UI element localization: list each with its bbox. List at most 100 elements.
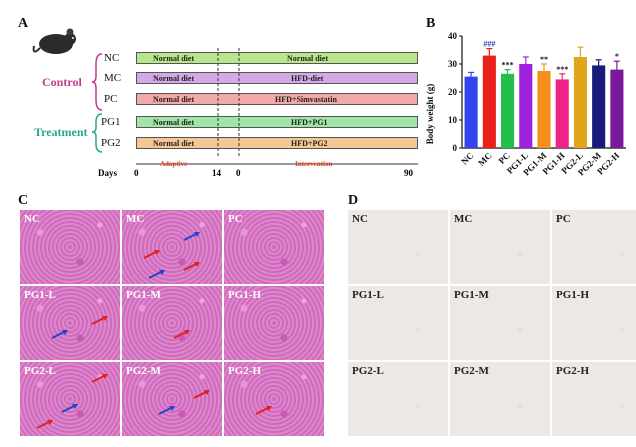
tile-label: PG1-L <box>352 289 384 301</box>
arrow-icon <box>91 316 108 325</box>
oro-tile-mc: MC <box>450 210 550 284</box>
tile-label: MC <box>126 213 145 225</box>
bar-pg1-m <box>537 71 551 148</box>
y-tick-label: 0 <box>453 143 458 153</box>
tick-day-14: 14 <box>212 168 221 178</box>
y-tick-label: 20 <box>448 87 458 97</box>
tile-label: PG1-M <box>454 289 489 301</box>
tile-label: PG1-L <box>24 289 56 301</box>
tile-label: PG2-L <box>24 365 56 377</box>
he-tile-mc: MC <box>122 210 222 284</box>
oro-tile-pg1-l: PG1-L <box>348 286 448 360</box>
bar-intervention-text: HFD+PG2 <box>291 139 328 148</box>
tile-label: PC <box>556 213 571 225</box>
arrow-icon <box>255 406 272 415</box>
arrow-icon <box>36 420 53 429</box>
mouse-icon <box>32 28 76 54</box>
chart-ylabel: Body weight (g) <box>425 84 435 145</box>
group-control-label: Control <box>42 75 82 89</box>
bar-pg1-h <box>555 79 569 148</box>
timeline-bar-mc: Normal diet HFD-diet <box>136 72 418 84</box>
y-tick-label: 10 <box>448 115 458 125</box>
timeline-bar-nc: Normal diet Normal diet <box>136 52 418 64</box>
arrow-icon <box>51 330 68 339</box>
he-tile-pg2-h: PG2-H <box>224 362 324 436</box>
tick-day-0-intervention: 0 <box>236 168 241 178</box>
bar-adaptive-text: Normal diet <box>153 95 195 104</box>
bar-intervention-text: HFD+Simvastatin <box>275 95 337 104</box>
tile-label: PG1-M <box>126 289 161 301</box>
x-tick-label: NC <box>459 150 475 166</box>
tile-label: NC <box>24 213 40 225</box>
arrow-icon <box>183 262 200 271</box>
tile-label: PC <box>228 213 243 225</box>
panel-a-letter: A <box>18 16 29 31</box>
bar-intervention-text: HFD-diet <box>291 74 324 83</box>
significance-label: ** <box>540 55 548 64</box>
x-tick-label: MC <box>476 150 494 168</box>
tile-label: NC <box>352 213 368 225</box>
bar-pg2-l <box>573 57 588 148</box>
timeline-bar-pg2: Normal diet HFD+PG2 <box>136 137 418 149</box>
oro-tile-pc: PC <box>552 210 636 284</box>
tile-label: PG1-H <box>556 289 589 301</box>
panel-d-letter: D <box>348 193 359 208</box>
tile-label: PG2-L <box>352 365 384 377</box>
tile-label: PG2-M <box>126 365 161 377</box>
row-label-pg2: PG2 <box>101 137 121 149</box>
oro-tile-pg2-l: PG2-L <box>348 362 448 436</box>
bar-adaptive-text: Normal diet <box>153 54 195 63</box>
row-label-pg1: PG1 <box>101 116 121 128</box>
he-tile-pc: PC <box>224 210 324 284</box>
phase-intervention-label: Intervention <box>295 160 333 168</box>
group-treatment-label: Treatment <box>34 125 88 139</box>
arrow-icon <box>91 374 108 383</box>
row-label-mc: MC <box>104 72 122 84</box>
he-tile-pg1-m: PG1-M <box>122 286 222 360</box>
days-label: Days <box>98 168 118 178</box>
bar-adaptive-text: Normal diet <box>153 118 195 127</box>
arrow-icon <box>158 406 175 415</box>
bar-adaptive-text: Normal diet <box>153 74 195 83</box>
bar-pg2-h <box>610 69 624 148</box>
significance-label: *** <box>502 61 514 70</box>
row-label-pc: PC <box>104 93 118 105</box>
bar-pg2-m <box>592 65 606 148</box>
tick-day-90: 90 <box>404 168 413 178</box>
he-tile-pg1-h: PG1-H <box>224 286 324 360</box>
arrow-icon <box>193 390 210 399</box>
tile-label: PG2-M <box>454 365 489 377</box>
significance-label: ### <box>483 40 495 49</box>
tile-label: PG2-H <box>556 365 589 377</box>
significance-label: * <box>615 52 619 61</box>
group-braces <box>92 53 103 153</box>
bar-intervention-text: Normal diet <box>287 54 329 63</box>
bar-pg1-l <box>519 64 533 148</box>
tick-day-0: 0 <box>134 168 139 178</box>
oro-tile-pg2-h: PG2-H <box>552 362 636 436</box>
he-tile-nc: NC <box>20 210 120 284</box>
he-tile-pg2-m: PG2-M <box>122 362 222 436</box>
timeline-axis <box>136 48 418 165</box>
bar-adaptive-text: Normal diet <box>153 139 195 148</box>
panel-b-letter: B <box>426 16 436 31</box>
oro-tile-pg1-h: PG1-H <box>552 286 636 360</box>
arrow-icon <box>61 404 78 413</box>
arrow-icon <box>183 232 200 241</box>
arrow-icon <box>173 330 190 339</box>
arrow-icon <box>143 250 160 259</box>
y-tick-label: 40 <box>448 31 458 41</box>
oro-tile-pg2-m: PG2-M <box>450 362 550 436</box>
row-label-nc: NC <box>104 52 120 64</box>
significance-label: *** <box>556 65 568 74</box>
timeline-bar-pg1: Normal diet HFD+PG1 <box>136 116 418 128</box>
y-tick-label: 30 <box>448 59 458 69</box>
he-tile-pg1-l: PG1-L <box>20 286 120 360</box>
tile-label: PG2-H <box>228 365 261 377</box>
phase-adaptive-label: Adaptive <box>160 160 188 168</box>
bar-mc <box>482 55 496 148</box>
bar-pc <box>500 73 515 148</box>
he-tile-pg2-l: PG2-L <box>20 362 120 436</box>
arrow-icon <box>148 270 165 279</box>
